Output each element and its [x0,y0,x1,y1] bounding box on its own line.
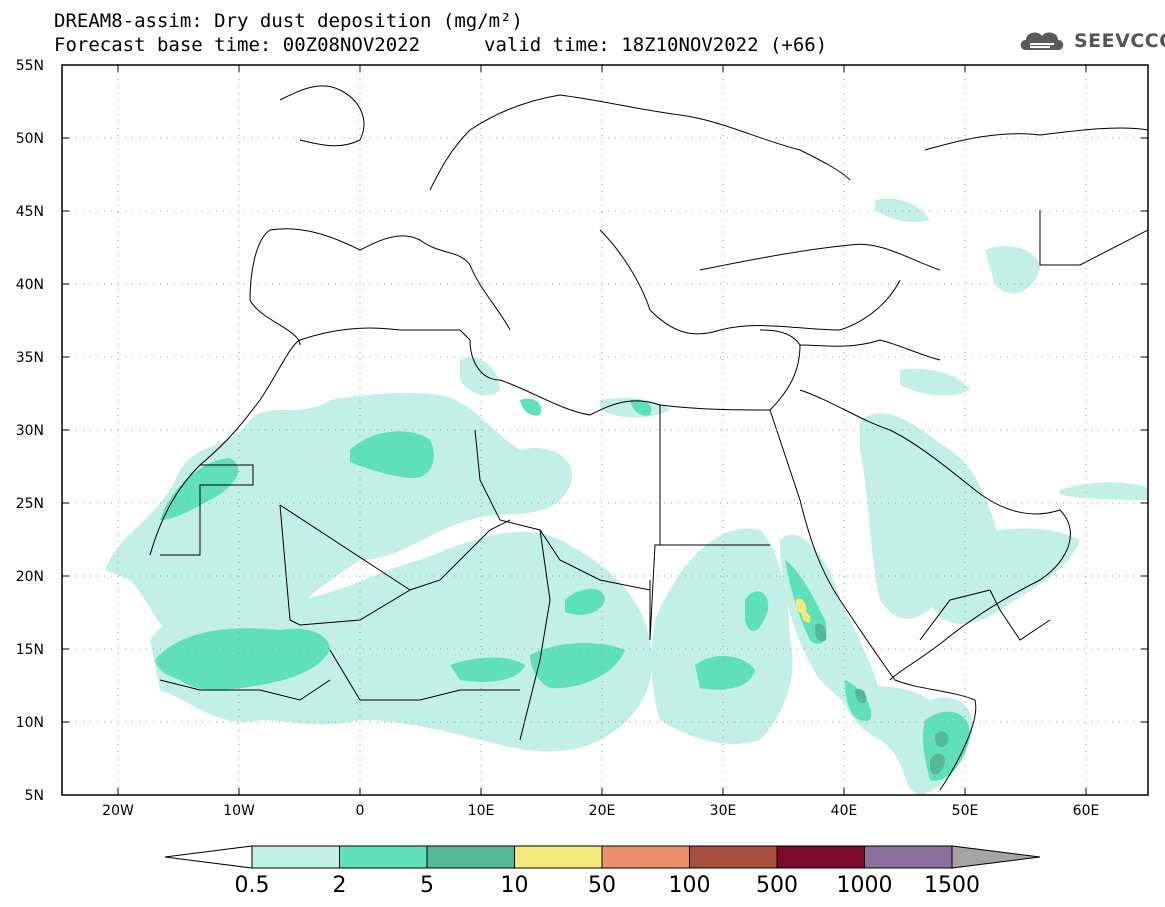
lat-tick-label: 30N [16,423,44,439]
legend-label: 500 [756,873,798,898]
legend-color-box [251,845,340,869]
valid-time: valid time: 18Z10NOV2022 (+66) [484,34,828,56]
legend-label: 0.5 [235,873,270,898]
coastlines-borders [149,85,1149,791]
forecast-base-time: Forecast base time: 00Z08NOV2022 [54,34,421,56]
lon-tick-label: 30E [710,803,737,819]
lat-lon-grid [62,65,1148,795]
lon-tick-label: 10E [468,803,495,819]
lon-tick-label: 20E [589,803,616,819]
lon-tick-label: 50E [952,803,979,819]
legend-label: 5 [420,873,434,898]
latitude-labels: 55N 50N 45N 40N 35N 30N 25N 20N 15N 10N … [16,58,44,804]
longitude-labels: 20W 10W 0 10E 20E 30E 40E 50E 60E [102,803,1099,819]
seevccc-cloud-logo-icon [1020,32,1064,50]
legend-label: 10 [501,873,529,898]
axis-ticks [62,64,1148,796]
lat-tick-label: 45N [16,204,44,220]
map-title: DREAM8-assim: Dry dust deposition (mg/m²… [54,10,523,32]
legend-color-box [689,845,778,869]
lon-tick-label: 10W [223,803,255,819]
lat-tick-label: 35N [16,350,44,366]
dust-shading-light [105,198,1148,795]
legend-color-box [601,845,690,869]
legend-label: 50 [588,873,616,898]
legend-over-triangle [951,845,1041,869]
lon-tick-label: 0 [356,803,365,819]
lat-tick-label: 50N [16,131,44,147]
lat-tick-label: 15N [16,642,44,658]
lat-tick-label: 25N [16,496,44,512]
legend-color-box [864,845,953,869]
lat-tick-label: 40N [16,277,44,293]
legend-label: 1000 [837,873,893,898]
legend-color-box [426,845,515,869]
colorbar-legend: 0.5 2 5 10 50 100 500 1000 1500 [164,845,1041,898]
logo-text: SEEVCCC [1074,30,1165,52]
lon-tick-label: 60E [1073,803,1100,819]
legend-color-box [339,845,428,869]
legend-color-box [776,845,865,869]
lat-tick-label: 10N [16,715,44,731]
dust-shading-high [795,598,949,775]
lat-tick-label: 20N [16,569,44,585]
lon-tick-label: 40E [831,803,858,819]
lon-tick-label: 20W [102,803,134,819]
legend-label: 1500 [924,873,980,898]
lat-tick-label: 5N [25,788,44,804]
legend-color-box [514,845,603,869]
legend-label: 2 [333,873,347,898]
lat-tick-label: 55N [16,58,44,74]
legend-under-triangle [164,845,253,869]
legend-label: 100 [669,873,711,898]
